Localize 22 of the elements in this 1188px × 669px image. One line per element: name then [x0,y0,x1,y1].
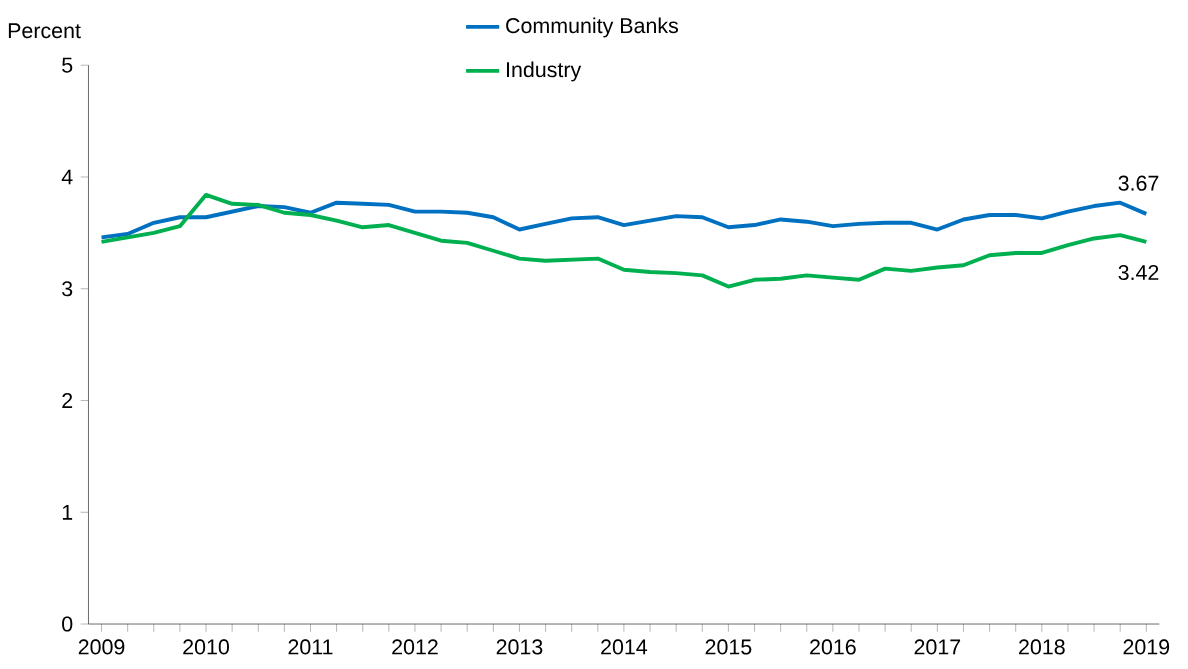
x-tick-label: 2015 [705,639,752,655]
annotation: 3.67 [1118,175,1159,191]
y-tick-label: 5 [62,57,73,73]
y-tick-label: 4 [61,169,73,185]
x-tick-label: 2012 [392,639,438,655]
x-tick-label: 2013 [496,639,543,655]
legend-label: Community Banks [506,17,679,38]
y-tick-label: 1 [62,505,73,520]
x-tick-label: 2014 [601,639,648,655]
x-tick-label: 2018 [1019,639,1065,655]
annotation: 3.42 [1118,265,1159,281]
x-tick-label: 2010 [183,639,229,655]
legend-label: Industry [507,61,582,82]
x-tick-label: 2011 [288,639,333,655]
y-tick-label: 0 [62,616,73,632]
x-tick-label: 2009 [78,639,125,655]
x-tick-label: 2017 [914,639,961,655]
y-axis-title: Percent [8,23,81,39]
x-tick-label: 2016 [810,639,856,655]
y-tick-label: 3 [62,281,73,297]
y-tick-label: 2 [62,393,73,409]
x-tick-label: 2019 [1123,639,1170,655]
